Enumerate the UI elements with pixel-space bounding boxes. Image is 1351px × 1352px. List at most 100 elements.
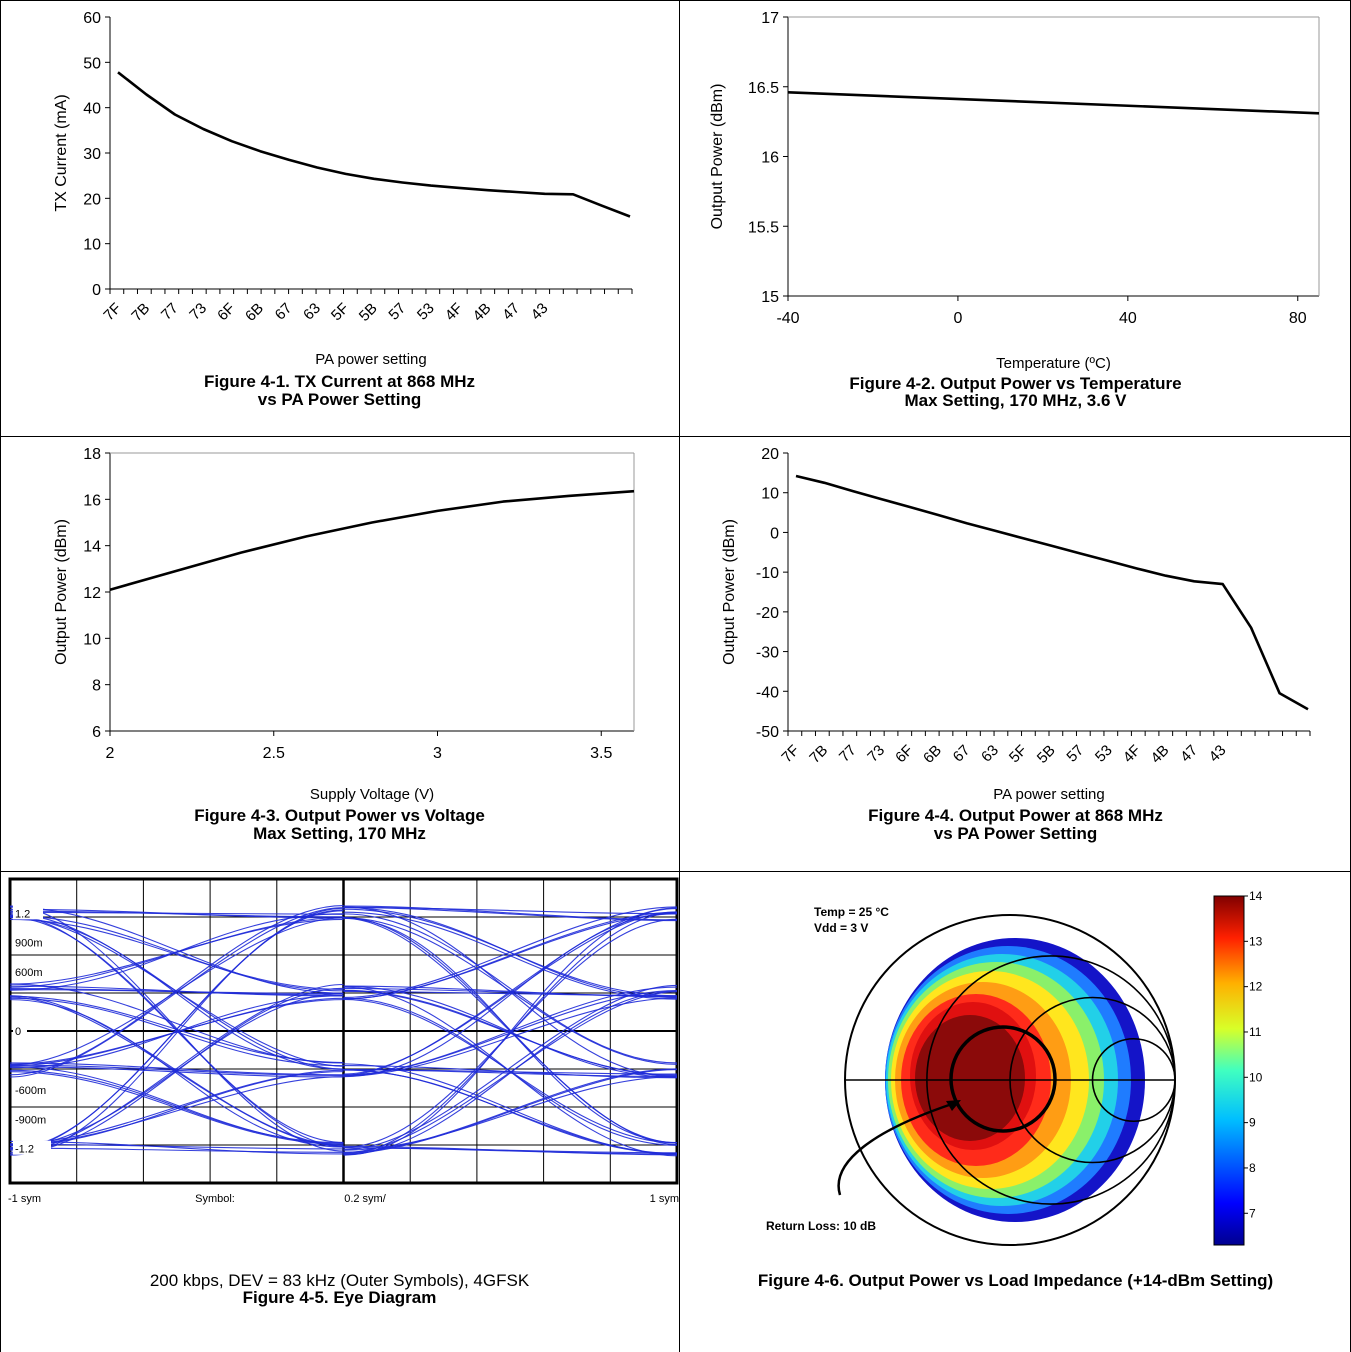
x-axis-title: PA power setting <box>993 786 1104 803</box>
annotation-temp: Temp = 25 °C <box>814 905 889 919</box>
eye-trace <box>343 917 678 1065</box>
load-pull-contour <box>915 1015 1025 1141</box>
x-tick-label: 57 <box>1063 742 1087 766</box>
y-axis-title: TX Current (mA) <box>53 94 70 211</box>
frame-left <box>0 0 1 1352</box>
x-tick-label: 73 <box>186 300 210 324</box>
eye-y-tick-label: 600m <box>15 967 43 979</box>
y-tick-label: 30 <box>83 146 101 163</box>
colorbar-tick-label: 7 <box>1249 1206 1256 1220</box>
eye-diagram: 1.2 900m 600m 0 -600m -900m -1.2 -1 sym Symbol: 0… <box>8 877 679 1205</box>
x-tick-label: 2.5 <box>263 745 285 762</box>
annotation-return-loss: Return Loss: 10 dB <box>766 1219 876 1233</box>
eye-x-tick-label: -1 sym <box>8 1193 41 1205</box>
colorbar-tick-label: 12 <box>1249 980 1263 994</box>
x-tick-label: 7F <box>100 300 124 324</box>
y-tick-label: -50 <box>756 724 779 741</box>
eye-trace <box>343 906 678 999</box>
y-tick-label: 0 <box>92 282 101 299</box>
eye-trace <box>343 989 678 1076</box>
x-tick-label: 5B <box>356 300 381 325</box>
colorbar-tick-label: 8 <box>1249 1161 1256 1175</box>
eye-trace <box>9 914 344 1148</box>
eye-ylabel-bg <box>13 1023 27 1037</box>
x-tick-label: 5B <box>1034 742 1059 767</box>
load-pull-smith-chart: Temp = 25 °C Vdd = 3 V Return Loss: 10 dB 7… <box>766 889 1263 1246</box>
x-tick-label: 67 <box>272 300 296 324</box>
x-tick-label: 73 <box>864 742 888 766</box>
x-tick-label: 4F <box>1120 742 1144 766</box>
x-tick-label: 80 <box>1289 310 1307 327</box>
x-tick-label: 57 <box>385 300 409 324</box>
figure-4-6: Temp = 25 °C Vdd = 3 V Return Loss: 10 dB 7… <box>680 872 1351 1352</box>
eye-y-tick-label: 1.2 <box>15 908 30 920</box>
x-tick-label: 77 <box>158 300 182 324</box>
output-power-vs-temperature-chart: 15 15.5 16 16.5 17 -40 0 40 80 Temperature (ºC) Ou… <box>709 10 1320 372</box>
y-tick-label: 14 <box>83 539 101 556</box>
x-tick-label: 6B <box>920 742 945 767</box>
eye-trace <box>9 916 344 1143</box>
output-power-vs-voltage-chart: 6 8 10 12 14 16 18 2 2.5 3 3.5 Supply Voltage (V) Ou… <box>53 446 635 803</box>
y-axis-title: Output Power (dBm) <box>53 519 70 665</box>
x-tick-label: 4B <box>470 300 495 325</box>
frame-top <box>0 0 1351 1</box>
y-tick-label: 0 <box>770 525 779 542</box>
x-tick-label: 3 <box>433 745 442 762</box>
figure-4-2: 15 15.5 16 16.5 17 -40 0 40 80 Temperature (ºC) Ou… <box>680 0 1351 436</box>
eye-trace <box>343 906 678 922</box>
eye-trace <box>343 913 678 1064</box>
y-tick-label: 10 <box>83 631 101 648</box>
y-tick-label: -10 <box>756 565 779 582</box>
y-tick-label: 20 <box>761 446 779 463</box>
eye-ylabel-bg <box>13 934 51 949</box>
eye-ylabel-bg <box>13 1140 51 1155</box>
figure-4-5-description: 200 kbps, DEV = 83 kHz (Outer Symbols), … <box>149 1271 530 1290</box>
series-line <box>117 71 631 218</box>
output-power-vs-pa-setting-chart: -50 -40 -30 -20 -10 0 10 20 7F 7B 77 73 6F 6B 67 63 5F 5B… <box>721 446 1311 803</box>
colorbar-tick-label: 9 <box>1249 1116 1256 1130</box>
eye-trace <box>343 912 678 1078</box>
eye-trace <box>9 913 344 1070</box>
x-tick-label: 2 <box>106 745 115 762</box>
x-tick-label: 43 <box>528 300 552 324</box>
eye-trace <box>343 917 678 1144</box>
figure-4-4-caption-line2: vs PA Power Setting <box>933 824 1098 843</box>
smith-resistance-circle <box>1091 1037 1176 1123</box>
y-tick-label: 60 <box>83 10 101 27</box>
eye-trace <box>9 1062 344 1076</box>
eye-ylabel-bg <box>13 905 43 920</box>
colorbar-tick-label: 10 <box>1249 1070 1263 1084</box>
eye-ylabel-bg <box>13 1081 59 1096</box>
eye-x-tick-label: 0.2 sym/ <box>344 1193 387 1205</box>
figure-4-6-caption: Figure 4-6. Output Power vs Load Impedan… <box>757 1271 1274 1290</box>
x-tick-label: -40 <box>776 310 799 327</box>
eye-trace <box>9 1066 344 1145</box>
x-tick-label: 40 <box>1119 310 1137 327</box>
x-tick-label: 4B <box>1148 742 1173 767</box>
eye-trace <box>343 1069 678 1155</box>
figure-4-2-caption-line2: Max Setting, 170 MHz, 3.6 V <box>904 391 1127 410</box>
y-tick-label: 10 <box>761 486 779 503</box>
eye-trace <box>9 1147 344 1153</box>
x-tick-label: 7B <box>806 742 831 767</box>
x-tick-label: 47 <box>499 300 523 324</box>
figure-4-4: -50 -40 -30 -20 -10 0 10 20 7F 7B 77 73 6F 6B 67 63 5F 5B… <box>680 437 1351 871</box>
figure-4-1-caption-line1: Figure 4-1. TX Current at 868 MHz <box>203 372 476 391</box>
colorbar <box>1213 895 1245 1246</box>
x-tick-label: 7F <box>778 742 802 766</box>
annotation-vdd: Vdd = 3 V <box>814 921 868 935</box>
eye-trace <box>9 917 344 988</box>
annotation-arrowhead <box>946 1100 961 1111</box>
x-tick-label: 5F <box>328 300 352 324</box>
eye-trace <box>343 906 678 915</box>
figure-4-3: 6 8 10 12 14 16 18 2 2.5 3 3.5 Supply Voltage (V) Ou… <box>0 437 679 871</box>
x-tick-label: 77 <box>836 742 860 766</box>
row-divider-1 <box>0 436 1351 437</box>
figure-4-1: 0 10 20 30 40 50 60 7F 7B 77 73 6F 6B 67 63 5F 5B 57 53 4F 4… <box>0 0 679 436</box>
eye-trace <box>343 986 678 1157</box>
eye-y-tick-label: -900m <box>15 1114 46 1126</box>
figure-4-3-caption-line1: Figure 4-3. Output Power vs Voltage <box>194 806 485 825</box>
row-divider-2 <box>0 871 1351 872</box>
x-tick-label: 7B <box>128 300 153 325</box>
